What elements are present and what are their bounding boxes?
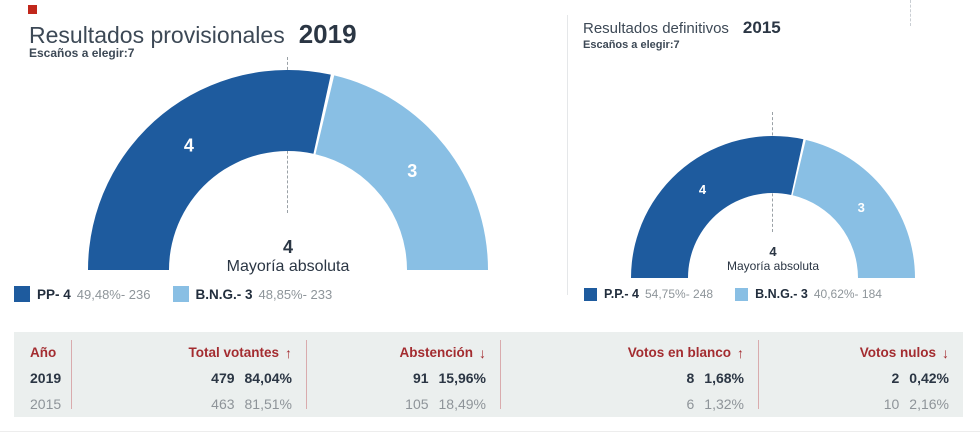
top-dashed-fragment-icon [910,0,911,26]
column-header-label: Total votantes [188,345,279,360]
majority-seats: 4 [282,237,293,257]
legend-party-seats: PP- 4 [37,286,71,302]
results-title-text: Resultados provisionales [29,22,285,48]
votes-count: 463 [211,396,235,412]
value-cell: 10 2,16% [758,391,963,417]
votes-percent: 0,42% [909,370,949,386]
legend-2019: PP- 4 49,48%- 236 B.N.G.- 3 48,85%- 233 [14,286,354,302]
majority-seats: 4 [769,244,777,259]
results-title-text: Resultados definitivos [583,20,729,37]
value-cell: 91 15,96% [306,365,500,391]
column-header-label: Votos en blanco [627,345,731,360]
year-cell-2015: 2015 [30,396,62,412]
legend-swatch-icon [172,286,189,302]
value-cell: 105 18,49% [306,391,500,417]
votes-percent: 2,16% [909,396,949,412]
legend-percent-votes: 40,62%- 184 [813,287,882,301]
legend-percent-votes: 49,48%- 236 [76,286,151,302]
legend-item: PP- 4 49,48%- 236 [14,286,151,302]
seat-count-label: 4 [699,182,707,197]
majority-annotation-2015: 4 Mayoría absoluta [693,244,853,274]
column-header-total-votantes[interactable]: Total votantes ↑ [71,340,306,365]
sort-up-arrow-icon: ↑ [285,344,292,361]
seats-to-elect-2015: Escaños a elegir:7 [583,39,680,51]
legend-swatch-icon [584,287,597,301]
results-title-2015: Resultados definitivos 2015 [583,18,781,38]
year-cell-2019: 2019 [30,370,62,386]
donut-segment-B.N.G. [315,75,488,270]
donut-segment-B.N.G. [792,139,915,278]
legend-party-seats: B.N.G.- 3 [755,287,808,301]
legend-item: P.P.- 4 54,75%- 248 [584,287,713,301]
seats-label: Escaños a elegir: [29,46,128,60]
column-separator [306,340,307,409]
seat-count-label: 3 [858,200,865,215]
panel-divider [567,15,568,295]
votes-percent: 81,51% [244,396,292,412]
votes-count: 8 [686,370,695,386]
results-year: 2015 [742,18,781,37]
seats-to-elect-2019: Escaños a elegir:7 [29,46,134,60]
sort-down-arrow-icon: ↓ [479,344,486,361]
votes-count: 479 [211,370,235,386]
donut-segment-PP [88,70,331,270]
results-history-table: Año Total votantes ↑ Abstención ↓ Votos en bl… [14,332,963,417]
column-header-votos-nulos[interactable]: Votos nulos ↓ [758,340,963,365]
column-header-label: Votos nulos [859,345,936,360]
bottom-hairline [0,431,980,432]
sort-up-arrow-icon: ↑ [737,344,744,361]
column-separator [71,340,72,409]
seats-label: Escaños a elegir: [583,39,674,51]
votes-count: 6 [686,396,695,412]
seats-value: 7 [673,39,680,51]
hemicycle-chart-2015: 43 [631,136,915,278]
column-header-abstención[interactable]: Abstención ↓ [306,340,500,365]
value-cell: 8 1,68% [500,365,758,391]
hemicycle-chart-2019: 43 [88,70,488,270]
votes-percent: 15,96% [438,370,486,386]
majority-label: Mayoría absoluta [726,259,820,273]
votes-count: 105 [405,396,429,412]
votes-count: 10 [883,396,900,412]
column-separator [758,340,759,409]
votes-percent: 1,68% [704,370,744,386]
legend-party-seats: B.N.G.- 3 [195,286,253,302]
votes-percent: 18,49% [438,396,486,412]
votes-count: 91 [412,370,429,386]
votes-percent: 84,04% [244,370,292,386]
legend-item: B.N.G.- 3 48,85%- 233 [172,286,333,302]
column-header-año: Año [14,340,71,365]
column-header-label: Abstención [399,345,473,360]
results-title-2019: Resultados provisionales 2019 [29,19,357,50]
column-header-votos-en-blanco[interactable]: Votos en blanco ↑ [500,340,758,365]
value-cell: 6 1,32% [500,391,758,417]
legend-item: B.N.G.- 3 40,62%- 184 [735,287,882,301]
majority-annotation-2019: 4 Mayoría absoluta [188,237,388,277]
legend-swatch-icon [735,287,749,301]
legend-percent-votes: 48,85%- 233 [258,286,333,302]
donut-segment-P.P. [631,136,804,278]
red-marker [28,5,37,14]
seats-value: 7 [127,46,135,60]
legend-2015: P.P.- 4 54,75%- 248 B.N.G.- 3 40,62%- 184 [584,287,904,301]
seat-count-label: 3 [407,161,417,181]
legend-party-seats: P.P.- 4 [604,287,639,301]
seat-count-label: 4 [184,136,194,156]
column-header-label: Año [30,345,57,360]
legend-percent-votes: 54,75%- 248 [645,287,714,301]
column-separator [500,340,501,409]
legend-swatch-icon [14,286,30,302]
votes-percent: 1,32% [704,396,744,412]
results-year: 2019 [298,19,357,49]
value-cell: 2 0,42% [758,365,963,391]
value-cell: 463 81,51% [71,391,306,417]
majority-label: Mayoría absoluta [226,258,350,275]
sort-down-arrow-icon: ↓ [942,344,949,361]
votes-count: 2 [891,370,900,386]
value-cell: 479 84,04% [71,365,306,391]
